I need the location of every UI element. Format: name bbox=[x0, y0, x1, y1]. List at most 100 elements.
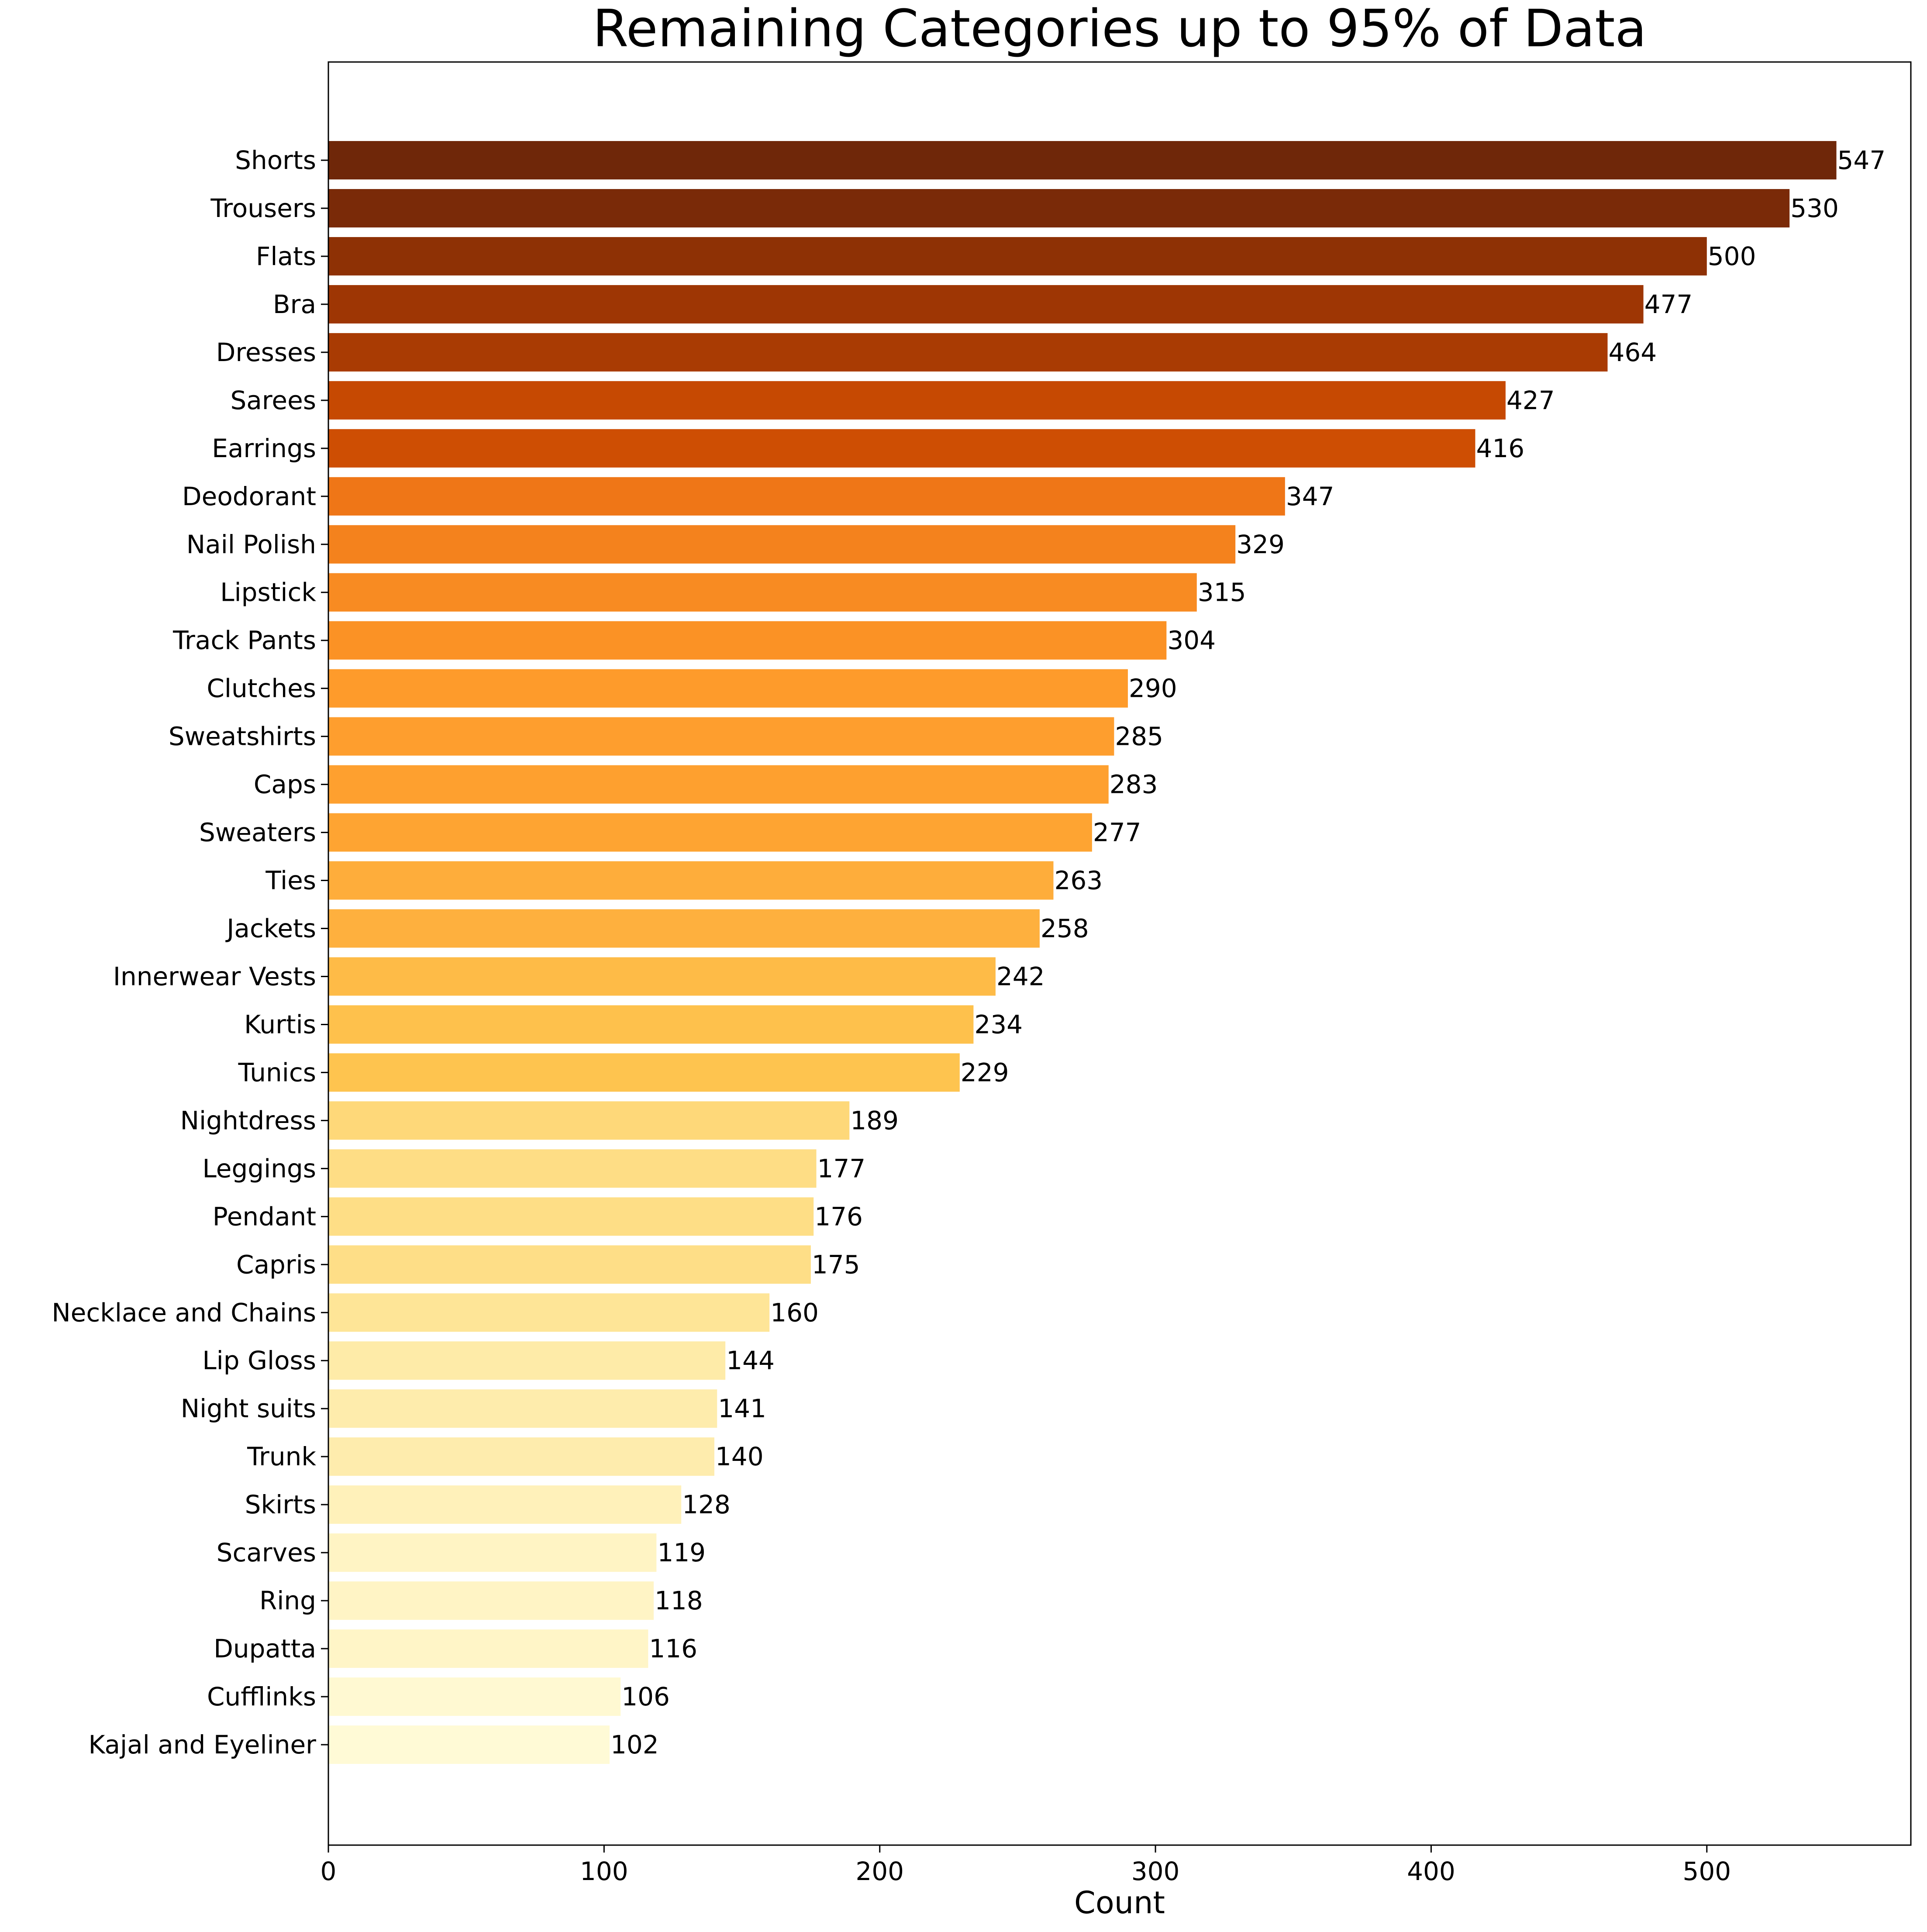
bar-innerwear-vests bbox=[328, 957, 996, 996]
data-label-sarees: 427 bbox=[1506, 386, 1555, 415]
data-label-innerwear-vests: 242 bbox=[996, 961, 1045, 991]
x-tick-label-100: 100 bbox=[580, 1856, 628, 1886]
bar-lipstick bbox=[328, 573, 1197, 612]
y-tick-label-ties: Ties bbox=[265, 866, 316, 895]
data-label-ties: 263 bbox=[1054, 866, 1103, 895]
plot-frame bbox=[327, 61, 1912, 1846]
data-label-capris: 175 bbox=[812, 1250, 860, 1279]
y-tick-label-lip-gloss: Lip Gloss bbox=[202, 1346, 316, 1375]
y-tick-label-kurtis: Kurtis bbox=[244, 1009, 316, 1039]
x-tick-label-300: 300 bbox=[1131, 1856, 1180, 1886]
y-tick-label-sweatshirts: Sweatshirts bbox=[169, 722, 316, 751]
data-label-nail-polish: 329 bbox=[1236, 530, 1285, 559]
bar-shorts bbox=[328, 141, 1837, 179]
bar-kajal-and-eyeliner bbox=[328, 1725, 610, 1764]
bar-leggings bbox=[328, 1149, 817, 1188]
bar-flats bbox=[328, 237, 1707, 276]
data-label-necklace-and-chains: 160 bbox=[770, 1298, 819, 1327]
y-tick-label-cufflinks: Cufflinks bbox=[207, 1682, 316, 1712]
y-tick-label-clutches: Clutches bbox=[207, 674, 316, 703]
y-tick-label-shorts: Shorts bbox=[235, 145, 316, 175]
bar-pendant bbox=[328, 1197, 814, 1236]
bar-sarees bbox=[328, 381, 1506, 420]
y-tick-label-scarves: Scarves bbox=[217, 1538, 316, 1567]
data-label-cufflinks: 106 bbox=[621, 1682, 670, 1712]
bar-tunics bbox=[328, 1053, 960, 1092]
bar-kurtis bbox=[328, 1005, 974, 1044]
data-label-sweatshirts: 285 bbox=[1115, 722, 1163, 751]
data-label-leggings: 177 bbox=[817, 1154, 866, 1183]
bar-dresses bbox=[328, 333, 1608, 372]
data-label-sweaters: 277 bbox=[1093, 818, 1141, 847]
bar-deodorant bbox=[328, 477, 1285, 516]
data-label-caps: 283 bbox=[1110, 770, 1158, 799]
data-label-tunics: 229 bbox=[961, 1057, 1009, 1087]
bar-ring bbox=[328, 1581, 654, 1620]
bar-ties bbox=[328, 861, 1054, 900]
data-label-flats: 500 bbox=[1708, 241, 1756, 271]
y-tick-label-bra: Bra bbox=[273, 289, 316, 319]
bar-caps bbox=[328, 765, 1109, 804]
data-label-lipstick: 315 bbox=[1198, 578, 1246, 607]
data-label-skirts: 128 bbox=[682, 1490, 731, 1519]
y-tick-label-necklace-and-chains: Necklace and Chains bbox=[52, 1298, 316, 1327]
y-tick-label-ring: Ring bbox=[259, 1586, 316, 1615]
data-label-earrings: 416 bbox=[1476, 434, 1524, 463]
bar-capris bbox=[328, 1245, 811, 1284]
y-tick-label-trunk: Trunk bbox=[247, 1442, 316, 1471]
y-tick-label-nightdress: Nightdress bbox=[180, 1105, 316, 1135]
x-tick-label-0: 0 bbox=[321, 1856, 337, 1886]
y-tick-label-leggings: Leggings bbox=[202, 1154, 316, 1183]
data-label-bra: 477 bbox=[1644, 289, 1693, 319]
data-label-kurtis: 234 bbox=[974, 1009, 1023, 1039]
bar-nail-polish bbox=[328, 525, 1236, 564]
y-tick-label-deodorant: Deodorant bbox=[182, 482, 316, 511]
data-label-trousers: 530 bbox=[1790, 193, 1839, 223]
y-tick-label-skirts: Skirts bbox=[245, 1490, 316, 1519]
ticks-layer: Shorts Trousers Flats Bra Dresses Sarees Earri… bbox=[52, 145, 1731, 1886]
bar-night-suits bbox=[328, 1389, 717, 1428]
bar-bra bbox=[328, 285, 1644, 324]
data-label-scarves: 119 bbox=[657, 1538, 706, 1567]
y-tick-label-capris: Capris bbox=[236, 1250, 316, 1279]
bar-nightdress bbox=[328, 1101, 850, 1140]
data-label-clutches: 290 bbox=[1129, 674, 1177, 703]
data-label-lip-gloss: 144 bbox=[726, 1346, 775, 1375]
y-tick-label-kajal-and-eyeliner: Kajal and Eyeliner bbox=[89, 1730, 317, 1760]
y-tick-label-dresses: Dresses bbox=[216, 337, 316, 367]
bar-cufflinks bbox=[328, 1677, 621, 1716]
y-tick-label-trousers: Trousers bbox=[210, 193, 316, 223]
x-tick-label-400: 400 bbox=[1407, 1856, 1455, 1886]
data-label-dresses: 464 bbox=[1609, 337, 1657, 367]
data-label-deodorant: 347 bbox=[1286, 482, 1334, 511]
data-label-ring: 118 bbox=[655, 1586, 703, 1615]
y-tick-label-sarees: Sarees bbox=[230, 386, 316, 415]
x-tick-label-500: 500 bbox=[1682, 1856, 1731, 1886]
y-tick-label-pendant: Pendant bbox=[213, 1202, 316, 1231]
y-tick-label-innerwear-vests: Innerwear Vests bbox=[113, 961, 316, 991]
y-tick-label-earrings: Earrings bbox=[212, 434, 316, 463]
data-label-kajal-and-eyeliner: 102 bbox=[610, 1730, 659, 1760]
y-tick-label-tunics: Tunics bbox=[238, 1057, 316, 1087]
bar-scarves bbox=[328, 1533, 657, 1572]
bar-sweaters bbox=[328, 813, 1092, 852]
data-label-trunk: 140 bbox=[715, 1442, 764, 1471]
y-tick-label-caps: Caps bbox=[254, 770, 316, 799]
bar-track-pants bbox=[328, 621, 1167, 660]
bar-lip-gloss bbox=[328, 1341, 726, 1380]
y-tick-label-dupatta: Dupatta bbox=[214, 1634, 316, 1663]
data-label-shorts: 547 bbox=[1837, 145, 1886, 175]
bar-dupatta bbox=[328, 1629, 648, 1668]
y-tick-label-lipstick: Lipstick bbox=[220, 578, 316, 607]
y-tick-label-track-pants: Track Pants bbox=[172, 626, 316, 655]
bar-sweatshirts bbox=[328, 717, 1114, 756]
chart-title: Remaining Categories up to 95% of Data bbox=[593, 0, 1647, 59]
x-tick-label-200: 200 bbox=[855, 1856, 904, 1886]
data-label-track-pants: 304 bbox=[1167, 626, 1216, 655]
bars-layer bbox=[328, 141, 1837, 1764]
x-axis-label: Count bbox=[1074, 1885, 1165, 1921]
y-tick-label-jackets: Jackets bbox=[225, 914, 316, 944]
data-label-night-suits: 141 bbox=[718, 1394, 766, 1423]
